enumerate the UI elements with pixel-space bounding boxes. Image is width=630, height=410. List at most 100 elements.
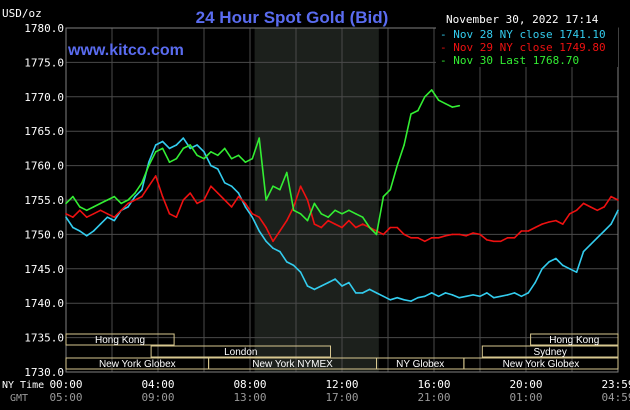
data-point <box>341 226 343 229</box>
data-point <box>106 216 109 218</box>
price-series <box>65 89 619 302</box>
data-point <box>493 240 495 243</box>
data-point <box>493 296 495 299</box>
data-point <box>92 230 95 232</box>
data-point <box>320 213 323 215</box>
data-point <box>279 230 281 232</box>
data-point <box>368 288 371 291</box>
data-point <box>520 230 523 232</box>
data-point <box>99 202 102 205</box>
data-point <box>424 295 426 298</box>
data-point <box>79 230 81 232</box>
data-point <box>182 147 185 150</box>
data-point <box>175 216 178 218</box>
data-point <box>210 185 212 187</box>
data-point <box>127 199 129 201</box>
y-tick-label: 1730.0 <box>24 366 64 379</box>
data-point <box>258 230 261 232</box>
data-point <box>396 226 399 229</box>
data-point <box>403 144 405 146</box>
data-point <box>92 206 95 208</box>
data-point <box>141 182 143 184</box>
data-point <box>272 185 274 187</box>
data-point <box>230 185 233 187</box>
data-point <box>127 206 129 208</box>
data-point <box>265 226 267 229</box>
legend-entry: - Nov 29 NY close 1749.80 <box>440 41 606 54</box>
session-label: Hong Kong <box>549 335 599 346</box>
data-point <box>506 294 509 296</box>
data-point <box>203 157 205 160</box>
watermark: www.kitco.com <box>67 42 184 59</box>
data-point <box>548 261 550 263</box>
data-point <box>313 288 316 291</box>
data-point <box>237 154 240 157</box>
data-point <box>244 206 247 208</box>
data-point <box>534 226 536 229</box>
data-point <box>148 185 150 187</box>
data-point <box>210 164 212 167</box>
data-point <box>534 281 536 284</box>
data-point <box>182 199 185 201</box>
data-point <box>396 164 399 167</box>
data-point <box>389 188 392 191</box>
data-point <box>396 296 399 299</box>
data-point <box>417 109 419 112</box>
data-point <box>299 185 302 187</box>
data-point <box>106 199 109 201</box>
data-point <box>327 281 330 284</box>
y-tick-label: 1770.0 <box>24 91 64 104</box>
data-point <box>189 147 191 150</box>
data-point <box>217 154 219 157</box>
data-point <box>313 202 316 205</box>
data-point <box>320 226 323 229</box>
session-label: NY Globex <box>396 359 444 370</box>
y-tick-label: 1740.0 <box>24 297 64 310</box>
data-point <box>375 233 378 236</box>
data-point <box>72 195 74 198</box>
data-point <box>161 147 164 150</box>
data-point <box>196 144 198 146</box>
data-point <box>189 144 191 146</box>
data-point <box>444 235 447 237</box>
data-point <box>320 285 323 287</box>
data-point <box>361 292 364 294</box>
data-point <box>361 216 364 218</box>
data-point <box>154 151 157 153</box>
data-point <box>410 113 412 115</box>
x-tick-label-ny: 12:00 <box>325 378 358 391</box>
data-point <box>389 299 392 301</box>
data-point <box>582 202 585 205</box>
data-point <box>313 223 316 225</box>
y-tick-label: 1735.0 <box>24 332 64 345</box>
data-point <box>251 157 254 160</box>
data-point <box>65 202 67 205</box>
data-point <box>168 147 171 150</box>
data-point <box>141 195 143 198</box>
data-point <box>237 195 240 198</box>
data-point <box>341 285 343 287</box>
data-point <box>334 278 336 280</box>
data-point <box>348 281 350 284</box>
data-point <box>148 161 150 163</box>
y-tick-label: 1765.0 <box>24 125 64 138</box>
x-tick-label-gmt: 09:00 <box>141 391 174 404</box>
data-point <box>603 206 605 208</box>
data-point <box>79 206 81 208</box>
legend-entry: - Nov 28 NY close 1741.10 <box>440 28 606 41</box>
data-point <box>617 209 619 212</box>
data-point <box>596 209 599 212</box>
data-point <box>430 237 433 239</box>
x-tick-label-gmt: 01:00 <box>509 391 542 404</box>
data-point <box>472 294 474 296</box>
data-point <box>99 223 102 225</box>
data-point <box>341 213 343 215</box>
gmt-label: GMT <box>10 393 28 404</box>
data-point <box>486 292 488 294</box>
data-point <box>306 199 309 201</box>
data-point <box>444 102 447 105</box>
data-point <box>465 235 468 237</box>
data-point <box>327 219 330 222</box>
legend-entry: - Nov 30 Last 1768.70 <box>440 54 579 67</box>
data-point <box>272 240 274 243</box>
